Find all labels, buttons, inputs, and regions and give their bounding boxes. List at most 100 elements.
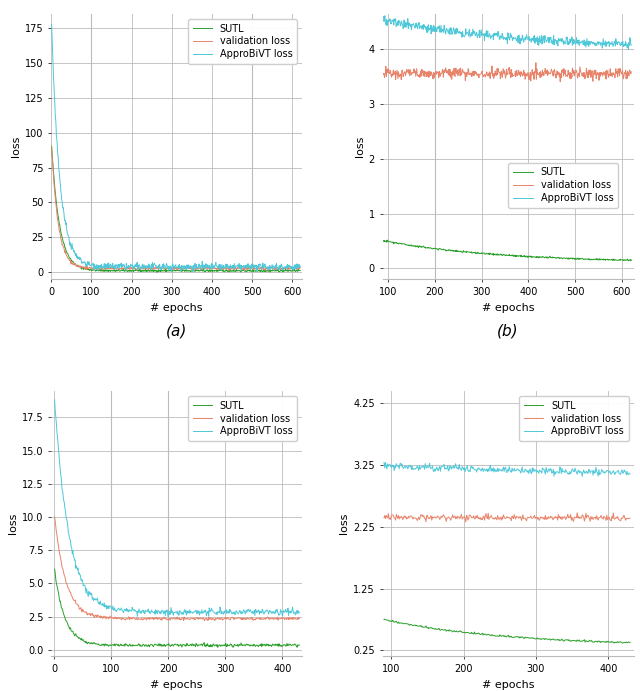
ApproBiVT loss (381, 458, 389, 466)
SUTL (589, 256, 596, 264)
ApproBiVT loss (113, 605, 121, 614)
validation loss (394, 514, 401, 522)
ApproBiVT loss (441, 26, 449, 34)
Line: validation loss: validation loss (54, 517, 300, 621)
ApproBiVT loss (380, 458, 388, 466)
SUTL (296, 267, 304, 275)
SUTL (113, 641, 121, 650)
ApproBiVT loss (60, 497, 68, 505)
SUTL (591, 637, 599, 645)
ApproBiVT loss (598, 465, 605, 473)
SUTL (492, 632, 499, 641)
validation loss (83, 265, 91, 274)
validation loss (201, 616, 209, 625)
SUTL (619, 639, 627, 647)
Legend: SUTL, validation loss, ApproBiVT loss: SUTL, validation loss, ApproBiVT loss (508, 162, 618, 208)
ApproBiVT loss (380, 12, 387, 21)
SUTL (441, 245, 449, 254)
Y-axis label: loss: loss (355, 136, 365, 158)
validation loss (548, 67, 556, 75)
ApproBiVT loss (257, 261, 265, 269)
validation loss (462, 518, 470, 526)
X-axis label: # epochs: # epochs (150, 303, 203, 312)
SUTL (131, 641, 138, 650)
Line: SUTL: SUTL (383, 240, 631, 261)
ApproBiVT loss (83, 262, 91, 270)
ApproBiVT loss (548, 38, 556, 46)
SUTL (627, 256, 635, 264)
SUTL (257, 266, 265, 274)
ApproBiVT loss (627, 41, 635, 49)
ApproBiVT loss (381, 12, 388, 20)
Line: ApproBiVT loss: ApproBiVT loss (54, 400, 300, 617)
ApproBiVT loss (592, 463, 600, 471)
validation loss (51, 513, 58, 521)
SUTL (626, 638, 634, 647)
SUTL (403, 620, 411, 628)
validation loss (380, 70, 387, 78)
SUTL (97, 641, 104, 650)
validation loss (296, 614, 303, 622)
SUTL (593, 254, 600, 263)
X-axis label: # epochs: # epochs (150, 680, 203, 690)
Line: ApproBiVT loss: ApproBiVT loss (383, 16, 631, 49)
ApproBiVT loss (296, 608, 303, 616)
ApproBiVT loss (593, 41, 600, 49)
SUTL (436, 626, 444, 634)
Line: validation loss: validation loss (383, 63, 631, 82)
validation loss (296, 263, 304, 272)
ApproBiVT loss (51, 396, 58, 404)
validation loss (227, 265, 235, 274)
validation loss (257, 263, 265, 272)
ApproBiVT loss (244, 605, 252, 614)
SUTL (395, 618, 403, 626)
ApproBiVT loss (241, 261, 249, 269)
validation loss (626, 514, 634, 522)
validation loss (113, 613, 121, 621)
validation loss (92, 611, 99, 619)
SUTL (244, 641, 252, 649)
SUTL (597, 637, 605, 645)
SUTL (92, 640, 99, 648)
validation loss (492, 513, 499, 522)
validation loss (593, 70, 600, 79)
validation loss (291, 265, 298, 273)
SUTL (380, 616, 388, 624)
ApproBiVT loss (131, 605, 138, 614)
SUTL (51, 565, 58, 574)
Line: ApproBiVT loss: ApproBiVT loss (52, 24, 300, 272)
Text: (b): (b) (497, 323, 519, 338)
SUTL (296, 641, 303, 649)
validation loss (556, 77, 564, 86)
validation loss (241, 266, 248, 274)
validation loss (440, 66, 448, 74)
SUTL (60, 610, 68, 618)
Line: SUTL: SUTL (384, 619, 630, 643)
validation loss (532, 59, 540, 67)
validation loss (592, 515, 600, 523)
Text: (a): (a) (166, 323, 188, 338)
validation loss (436, 515, 444, 524)
Y-axis label: loss: loss (8, 513, 18, 534)
validation loss (589, 77, 596, 86)
SUTL (380, 236, 387, 245)
Legend: SUTL, validation loss, ApproBiVT loss: SUTL, validation loss, ApproBiVT loss (188, 19, 298, 64)
ApproBiVT loss (48, 20, 56, 28)
validation loss (140, 265, 147, 273)
validation loss (380, 513, 388, 522)
SUTL (83, 265, 91, 274)
SUTL (241, 267, 249, 276)
SUTL (627, 256, 635, 265)
validation loss (244, 614, 252, 623)
Legend: SUTL, validation loss, ApproBiVT loss: SUTL, validation loss, ApproBiVT loss (188, 396, 298, 442)
ApproBiVT loss (164, 613, 172, 621)
validation loss (403, 515, 410, 523)
ApproBiVT loss (227, 263, 235, 271)
SUTL (229, 643, 237, 652)
ApproBiVT loss (403, 19, 411, 27)
validation loss (422, 72, 430, 80)
Line: ApproBiVT loss: ApproBiVT loss (384, 462, 630, 476)
validation loss (241, 263, 249, 271)
ApproBiVT loss (436, 467, 444, 475)
X-axis label: # epochs: # epochs (482, 303, 534, 312)
